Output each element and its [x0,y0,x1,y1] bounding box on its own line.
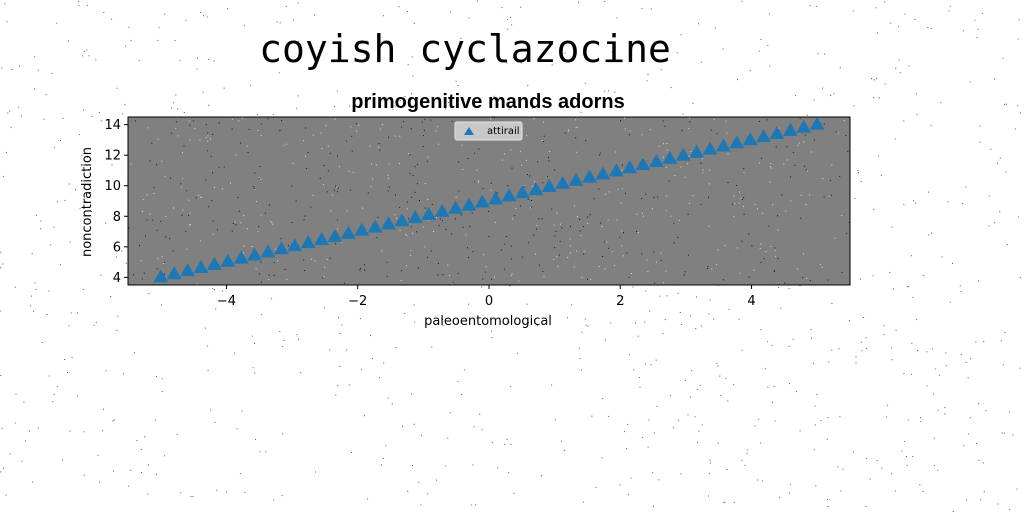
data-point-marker [394,213,410,227]
data-point-marker [314,231,330,245]
legend-marker-triangle [464,127,474,135]
data-point-marker [273,241,289,255]
y-tick-label: 14 [104,118,121,133]
x-axis-ticks: −4 −2 0 2 4 [217,285,756,309]
data-point-marker [488,191,504,205]
data-point-marker [327,228,343,242]
data-point-marker [501,188,517,202]
x-tick-label: −4 [217,294,236,309]
data-point-marker [648,154,664,168]
data-point-marker [702,141,718,155]
data-point-marker [715,138,731,152]
data-point-marker [220,253,236,267]
data-point-marker [782,122,798,136]
data-point-marker [729,135,745,149]
data-point-marker [381,216,397,230]
data-point-marker [622,160,638,174]
y-axis-ticks: 4 6 8 10 12 14 [104,118,128,286]
y-tick-label: 8 [113,210,121,225]
x-tick-label: 2 [616,294,624,309]
legend-label-attirail: attirail [487,126,520,137]
data-point-marker [461,197,477,211]
data-point-marker [354,222,370,236]
data-point-marker [300,235,316,249]
data-point-marker [193,260,209,274]
x-axis-label: paleoentomological [424,314,552,329]
y-axis-label: noncontradiction [80,147,95,257]
data-point-marker [514,185,530,199]
x-tick-label: 0 [485,294,493,309]
chart-title: primogenitive mands adorns [351,91,624,113]
data-point-marker [233,250,249,264]
y-tick-label: 10 [104,179,121,194]
x-tick-label: 4 [747,294,755,309]
data-point-marker [287,238,303,252]
data-point-marker [180,263,196,277]
data-point-marker [689,144,705,158]
figure-suptitle: coyish cyclazocine [259,27,671,71]
data-point-marker [662,150,678,164]
data-point-marker [809,116,825,130]
data-point-marker [407,210,423,224]
data-point-marker [608,163,624,177]
data-point-marker [796,119,812,133]
data-point-marker [434,203,450,217]
data-point-marker [528,182,544,196]
plot-area-speckle [128,117,850,286]
data-point-marker [474,194,490,208]
series-attirail-markers [153,116,825,283]
data-point-marker [675,147,691,161]
y-tick-label: 4 [113,271,121,286]
data-point-marker [568,172,584,186]
data-point-marker [756,129,772,143]
data-point-marker [260,244,276,258]
data-point-marker [742,132,758,146]
data-point-marker [635,157,651,171]
data-point-marker [769,125,785,139]
data-point-marker [166,266,182,280]
data-point-marker [206,256,222,270]
x-tick-label: −2 [348,294,367,309]
data-point-marker [581,169,597,183]
data-point-marker [247,247,263,261]
data-point-marker [555,175,571,189]
data-point-marker [448,200,464,214]
plot-area [128,117,850,285]
legend: attirail [454,121,523,141]
data-point-marker [340,225,356,239]
data-point-marker [367,219,383,233]
data-point-marker [595,166,611,180]
legend-box [454,121,523,141]
y-tick-label: 6 [113,240,121,255]
data-point-marker [421,207,437,221]
y-tick-label: 12 [104,149,121,164]
data-point-marker [153,269,169,283]
data-point-marker [541,178,557,192]
